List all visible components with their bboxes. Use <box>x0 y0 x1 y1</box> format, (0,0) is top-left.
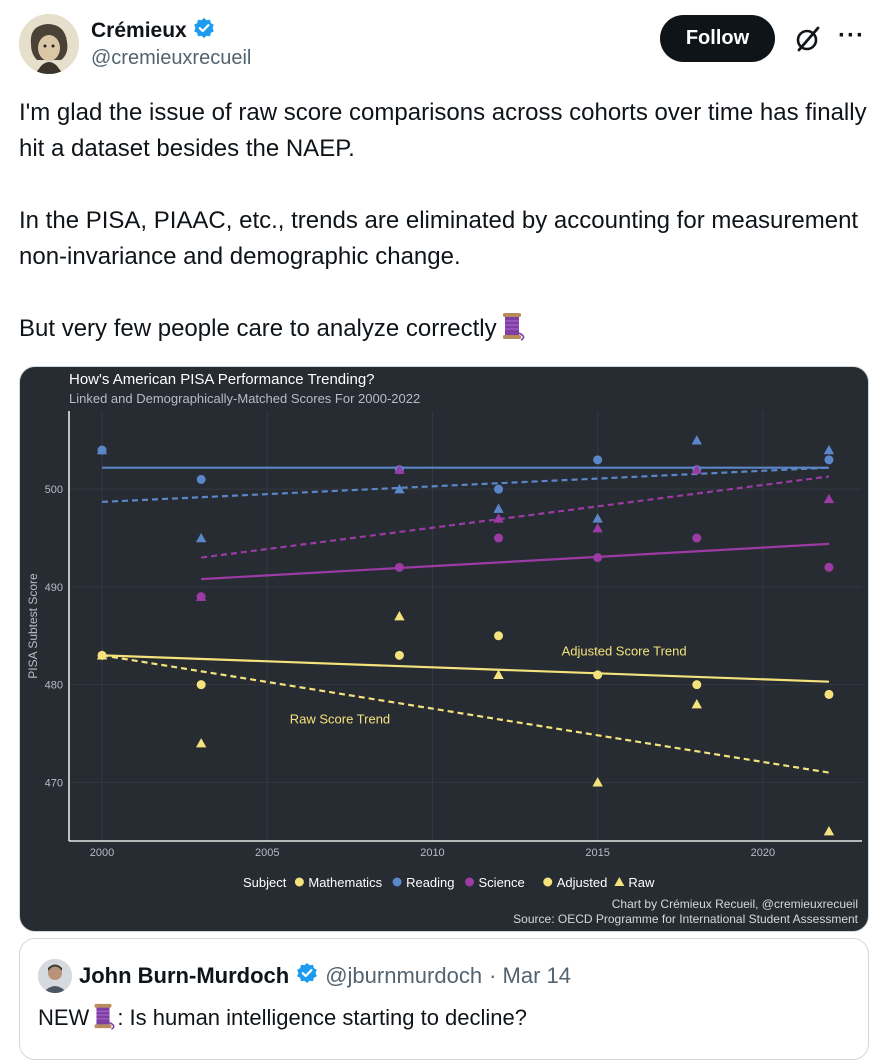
data-point-science-adjusted <box>692 533 702 543</box>
chart-subtitle: Linked and Demographically-Matched Score… <box>69 391 420 406</box>
trend-line-science-adjusted <box>201 542 830 581</box>
trend-annotation: Adjusted Score Trend <box>562 643 687 658</box>
data-point-science-adjusted <box>593 553 603 563</box>
x-tick-label: 2015 <box>585 847 609 859</box>
data-point-mathematics-adjusted <box>593 670 603 680</box>
data-point-mathematics-adjusted <box>692 680 702 690</box>
data-point-science-raw <box>592 523 603 533</box>
author-name[interactable]: Crémieux <box>91 18 187 42</box>
data-point-mathematics-raw <box>823 826 835 836</box>
tweet-paragraph-text: But very few people care to analyze corr… <box>19 315 497 342</box>
data-point-science-adjusted <box>824 562 834 572</box>
data-point-reading-adjusted <box>494 484 504 494</box>
y-tick-label: 500 <box>45 484 63 496</box>
data-point-reading-raw <box>96 444 108 455</box>
tweet-text: I'm glad the issue of raw score comparis… <box>19 95 874 352</box>
trend-line-reading-raw <box>101 466 830 503</box>
quoted-avatar[interactable] <box>38 959 72 993</box>
data-point-reading-raw <box>195 532 207 543</box>
more-options-icon[interactable]: ··· <box>838 22 865 49</box>
avatar[interactable] <box>19 14 79 74</box>
data-point-mathematics-raw <box>592 777 603 787</box>
author-name-row: Crémieux <box>91 17 215 44</box>
quoted-date[interactable]: · Mar 14 <box>489 963 571 988</box>
legend-label-mathematics: Mathematics <box>308 875 382 890</box>
data-point-mathematics-adjusted <box>494 631 504 641</box>
data-point-science-adjusted <box>394 562 404 572</box>
data-point-reading-raw <box>493 503 504 513</box>
data-point-science-raw <box>195 591 207 601</box>
quoted-verified-badge-icon <box>296 962 318 990</box>
data-point-reading-adjusted <box>196 474 206 484</box>
data-point-reading-adjusted <box>824 455 834 465</box>
trend-line-mathematics-raw <box>101 654 830 774</box>
data-point-science-raw <box>691 464 702 474</box>
data-point-mathematics-raw <box>394 611 405 621</box>
follow-button[interactable]: Follow <box>660 15 775 62</box>
legend-swatch-adjusted <box>543 877 553 887</box>
data-point-science-raw <box>394 464 405 474</box>
tweet-paragraph: I'm glad the issue of raw score comparis… <box>19 99 867 162</box>
data-point-mathematics-adjusted <box>394 650 404 660</box>
data-point-reading-raw <box>592 513 603 523</box>
trend-annotation: Raw Score Trend <box>290 712 390 727</box>
legend-swatch-raw <box>614 877 625 886</box>
quoted-author-name[interactable]: John Burn-Murdoch <box>79 963 290 988</box>
thread-spool-icon <box>497 311 527 352</box>
data-point-mathematics-raw <box>96 650 108 660</box>
grok-icon[interactable] <box>794 25 822 53</box>
data-point-mathematics-raw <box>195 738 207 748</box>
chart-title: How's American PISA Performance Trending… <box>69 371 375 388</box>
trend-line-science-raw <box>201 475 830 559</box>
data-point-mathematics-raw <box>691 698 702 709</box>
chart-image[interactable]: How's American PISA Performance Trending… <box>19 366 869 932</box>
x-tick-label: 2020 <box>751 847 775 859</box>
chart-source: Source: OECD Programme for International… <box>513 912 858 926</box>
quoted-author-row: John Burn-Murdoch @jburnmurdoch · Mar 14 <box>38 959 571 993</box>
legend-label-adjusted: Adjusted <box>557 875 608 890</box>
legend-swatch-mathematics <box>294 877 304 887</box>
legend-swatch-science <box>465 877 475 887</box>
legend-label-raw: Raw <box>628 875 655 890</box>
legend-swatch-reading <box>392 877 402 887</box>
y-tick-label: 470 <box>45 777 63 789</box>
data-point-mathematics-adjusted <box>196 680 206 690</box>
legend-title: Subject <box>243 875 287 890</box>
data-point-mathematics-adjusted <box>824 689 834 699</box>
legend-label-science: Science <box>479 875 525 890</box>
y-tick-label: 490 <box>45 582 63 594</box>
x-tick-label: 2010 <box>420 847 444 859</box>
tweet-paragraph: In the PISA, PIAAC, etc., trends are eli… <box>19 207 859 270</box>
data-point-science-adjusted <box>494 533 504 543</box>
data-point-science-raw <box>823 493 835 504</box>
quoted-author-handle[interactable]: @jburnmurdoch <box>325 963 483 988</box>
data-point-mathematics-raw <box>493 669 504 680</box>
data-point-reading-raw <box>823 444 835 455</box>
x-tick-label: 2000 <box>90 847 114 859</box>
data-point-reading-adjusted <box>593 455 603 465</box>
quoted-tweet[interactable]: John Burn-Murdoch @jburnmurdoch · Mar 14… <box>19 938 869 1060</box>
pisa-chart: How's American PISA Performance Trending… <box>26 371 862 926</box>
data-point-reading-raw <box>394 483 405 494</box>
x-tick-label: 2005 <box>255 847 279 859</box>
tweet-paragraph: But very few people care to analyze corr… <box>19 311 874 352</box>
thread-spool-icon <box>89 1002 117 1036</box>
quoted-text-prefix: NEW <box>38 1005 90 1030</box>
author-handle[interactable]: @cremieuxrecueil <box>91 47 252 69</box>
trend-line-mathematics-adjusted <box>102 654 829 683</box>
y-axis-label: PISA Subtest Score <box>26 573 40 679</box>
data-point-reading-raw <box>691 435 702 445</box>
quoted-text-suffix: : Is human intelligence starting to decl… <box>117 1005 528 1030</box>
quoted-text: NEW : Is human intelligence starting to … <box>38 1002 527 1036</box>
data-point-science-raw <box>493 513 504 523</box>
chart-credit: Chart by Crémieux Recueil, @cremieuxrecu… <box>612 897 858 911</box>
y-tick-label: 480 <box>45 680 63 692</box>
verified-badge-icon <box>193 17 215 44</box>
legend-label-reading: Reading <box>406 875 454 890</box>
